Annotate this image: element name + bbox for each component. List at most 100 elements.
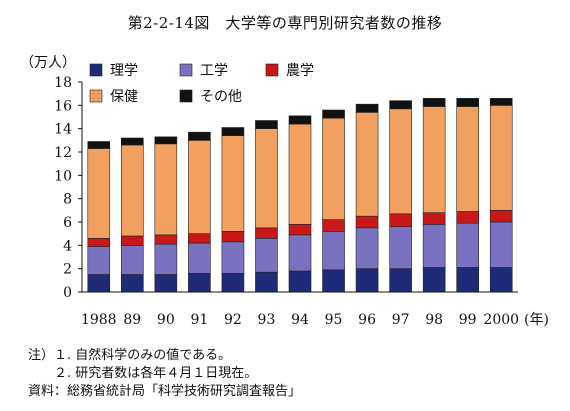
bar-segment-2 [221, 231, 245, 243]
legend-label: 理学 [110, 63, 138, 79]
bar-segment-4 [255, 120, 278, 129]
bar-segment-1 [489, 221, 513, 268]
bar-segment-2 [422, 212, 446, 225]
bar-segment-1 [87, 246, 111, 275]
y-tick-label: 6 [63, 215, 72, 231]
note-1: 注）１. 自然科学のみの値である。 [28, 348, 232, 363]
x-tick-label: 95 [325, 312, 343, 328]
bar-segment-2 [489, 210, 513, 223]
x-tick-label: 99 [459, 312, 477, 328]
bar-segment-0 [255, 271, 278, 293]
note-2: ２. 研究者数は各年４月１日現在。 [28, 366, 258, 381]
bar-segment-1 [456, 222, 479, 268]
bar-segment-0 [322, 269, 345, 293]
bar-segment-1 [221, 241, 245, 274]
bar-segment-3 [87, 148, 111, 239]
bar-segment-0 [188, 273, 211, 293]
bar-segment-4 [355, 103, 379, 113]
bar-segment-3 [389, 108, 412, 215]
bar-segment-0 [422, 267, 446, 293]
bar-segment-4 [456, 98, 479, 107]
bar-segment-3 [288, 123, 312, 225]
bar-segment-0 [456, 267, 479, 293]
bar-segment-0 [87, 274, 111, 293]
bar-segment-4 [87, 141, 111, 149]
bar-segment-0 [121, 274, 144, 293]
legend-swatch [89, 63, 103, 77]
bar-segment-0 [489, 267, 513, 293]
bar-segment-4 [422, 98, 446, 107]
x-tick-label: 94 [291, 312, 309, 328]
legend-swatch [89, 89, 103, 103]
bar-segment-1 [188, 242, 211, 274]
legend-swatch [179, 89, 193, 103]
bar-segment-2 [456, 211, 479, 224]
y-tick-label: 14 [54, 122, 72, 138]
legend-swatch [265, 63, 279, 77]
bar-segment-3 [188, 140, 211, 234]
legend-label: 工学 [200, 63, 228, 79]
bar-segment-1 [288, 234, 312, 272]
y-axis-unit: （万人） [20, 55, 76, 71]
bar-segment-2 [188, 233, 211, 244]
bar-segment-3 [221, 135, 245, 232]
bar-segment-2 [288, 224, 312, 236]
x-tick-label: 96 [358, 312, 376, 328]
bar-segment-1 [255, 238, 278, 273]
legend-swatch [179, 63, 193, 77]
chart-title: 第2-2-14図 大学等の専門別研究者数の推移 [127, 14, 443, 32]
bar-segment-2 [355, 215, 379, 229]
bar-segment-3 [154, 143, 178, 236]
bar-segment-3 [489, 105, 513, 211]
y-tick-label: 4 [63, 238, 72, 254]
legend-label: 農学 [286, 63, 314, 79]
x-tick-label: 1988 [81, 312, 117, 328]
bar-segment-1 [355, 227, 379, 269]
bar-segment-4 [288, 115, 312, 125]
bar-segment-3 [355, 112, 379, 217]
bar-segment-0 [355, 268, 379, 293]
y-tick-label: 16 [54, 98, 72, 114]
y-tick-label: 18 [54, 75, 72, 91]
bar-segment-1 [121, 245, 144, 275]
bar-segment-2 [322, 219, 345, 232]
bar-segment-1 [322, 231, 345, 271]
bar-segment-3 [322, 117, 345, 220]
x-tick-label: 97 [392, 312, 410, 328]
bar-segment-2 [255, 227, 278, 239]
bar-segment-2 [121, 235, 144, 246]
x-tick-label: 90 [157, 312, 175, 328]
x-tick-label: 92 [224, 312, 242, 328]
bar-segment-0 [389, 268, 412, 293]
bar-segment-3 [121, 144, 144, 237]
bar-segment-3 [422, 106, 446, 213]
bar-segment-1 [389, 226, 412, 269]
x-tick-label: 91 [190, 312, 208, 328]
source-note: 資料：総務省統計局「科学技術研究調査報告」 [28, 384, 302, 399]
bar-segment-0 [288, 270, 312, 293]
bar-segment-4 [389, 100, 412, 110]
x-tick-label: 2000 [483, 312, 519, 328]
y-tick-label: 2 [63, 262, 72, 278]
x-tick-label: 89 [123, 312, 141, 328]
y-axis: 0 2 4 6 8 10 12 14 16 18 [54, 75, 82, 301]
bars [87, 98, 513, 293]
legend-label: その他 [200, 89, 242, 105]
bar-segment-3 [456, 106, 479, 212]
y-tick-label: 10 [54, 168, 72, 184]
y-tick-label: 8 [63, 192, 72, 208]
y-tick-label: 12 [54, 145, 72, 161]
y-tick-label: 0 [63, 285, 72, 301]
x-tick-label: 98 [425, 312, 443, 328]
bar-segment-4 [489, 98, 513, 106]
bar-segment-4 [154, 136, 178, 145]
bar-segment-3 [255, 128, 278, 229]
bar-segment-0 [154, 274, 178, 293]
bar-segment-1 [154, 243, 178, 275]
bar-segment-2 [154, 234, 178, 245]
x-tick-label: 93 [258, 312, 276, 328]
bar-segment-2 [389, 213, 412, 227]
bar-segment-4 [121, 137, 144, 146]
